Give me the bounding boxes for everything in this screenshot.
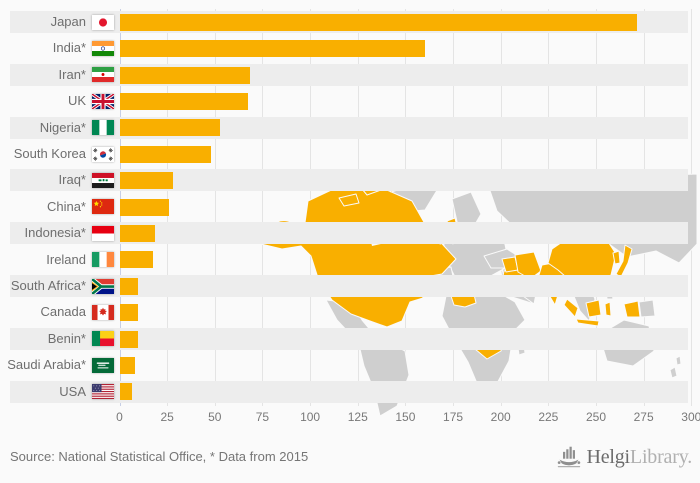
footer: Source: National Statistical Office, * D… (0, 440, 700, 483)
x-axis-tick-label: 50 (208, 410, 222, 424)
flag-japan-icon (92, 14, 114, 30)
bar-iraq[interactable] (120, 172, 174, 190)
x-axis-tick-label: 300 (681, 410, 700, 424)
country-label-benin: Benin* (47, 330, 86, 346)
x-axis-tick-label: 150 (395, 410, 416, 424)
gridline (214, 9, 216, 406)
country-label-india: India* (52, 40, 86, 56)
flag-iran-icon (92, 67, 114, 83)
x-axis-tick-label: 75 (255, 410, 270, 424)
country-label-south-korea: South Korea (13, 146, 86, 161)
country-label-south-africa: South Africa* (10, 278, 86, 293)
gridline (262, 9, 264, 406)
x-axis-tick-label: 250 (585, 410, 607, 424)
row-stripe (10, 222, 688, 245)
row-stripe (10, 380, 688, 403)
bar-nigeria[interactable] (120, 119, 221, 137)
flag-canada-icon (92, 304, 114, 320)
x-axis-tick-label: 200 (490, 410, 511, 424)
x-axis-tick-label: 275 (633, 410, 654, 424)
country-label-saudi-arabia: Saudi Arabia* (7, 357, 86, 373)
x-axis-tick-label: 100 (300, 410, 321, 424)
flag-benin-icon (92, 331, 114, 347)
helgi-library-logo[interactable]: Helgi Library. (556, 445, 692, 469)
flag-nigeria-icon (92, 120, 114, 136)
bar-saudi-arabia[interactable] (120, 356, 136, 374)
source-note: Source: National Statistical Office, * D… (10, 449, 309, 464)
bar-south-korea[interactable] (120, 145, 212, 163)
country-label-ireland: Ireland (46, 251, 86, 267)
flag-uk-icon (92, 93, 114, 109)
country-label-iran: Iran* (58, 66, 86, 82)
x-axis-tick-label: 225 (538, 410, 559, 424)
bar-uk[interactable] (120, 92, 248, 110)
x-axis-tick-label: 25 (160, 410, 174, 424)
bar-japan[interactable] (120, 13, 637, 31)
flag-south-korea-icon (92, 146, 114, 162)
logo-text-helgi: Helgi (586, 445, 630, 468)
country-label-china: China* (46, 198, 86, 214)
bar-china[interactable] (120, 198, 169, 216)
row-stripe (10, 275, 688, 297)
country-label-japan: Japan (50, 14, 86, 29)
bar-indonesia[interactable] (120, 224, 156, 242)
country-label-indonesia: Indonesia* (24, 225, 86, 241)
flag-india-icon (92, 40, 114, 56)
flag-indonesia-icon (92, 225, 114, 241)
x-axis-tick-label: 0 (116, 410, 123, 424)
x-axis-tick-label: 125 (347, 410, 368, 424)
bar-usa[interactable] (120, 383, 132, 401)
flag-saudi-arabia-icon (92, 357, 114, 373)
flag-iraq-icon (92, 172, 114, 188)
flag-south-africa-icon (92, 278, 114, 294)
x-axis-tick-label: 175 (443, 410, 464, 424)
row-stripe (10, 169, 688, 192)
bar-ireland[interactable] (120, 251, 153, 269)
bar-chart: Japan India* Iran* UK Nigeria* South Korea Ira… (7, 9, 700, 424)
helgi-ship-bars-icon (558, 446, 581, 468)
country-label-nigeria: Nigeria* (39, 119, 86, 135)
country-label-canada: Canada (40, 304, 86, 320)
bar-canada[interactable] (120, 304, 138, 322)
logo-text-library: Library. (629, 445, 692, 468)
country-label-iraq: Iraq* (58, 172, 86, 188)
bar-benin[interactable] (120, 330, 138, 348)
row-stripe (10, 327, 688, 350)
flag-usa-icon (92, 384, 114, 400)
bar-india[interactable] (120, 40, 425, 58)
bar-south-africa[interactable] (120, 277, 139, 295)
flag-ireland-icon (92, 252, 114, 268)
bar-iran[interactable] (120, 66, 250, 84)
country-label-usa: USA (59, 383, 86, 399)
flag-china-icon (92, 199, 114, 215)
country-label-uk: UK (67, 93, 86, 109)
